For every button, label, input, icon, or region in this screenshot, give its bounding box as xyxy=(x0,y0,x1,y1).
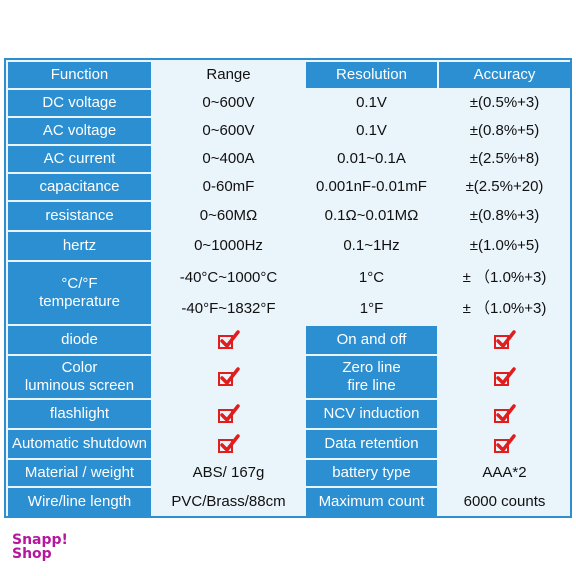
temperature-range-f: -40°F~1832°F xyxy=(153,293,304,324)
row-function: resistance xyxy=(8,202,151,230)
row-accuracy: ±(0.5%+3) xyxy=(439,90,570,116)
spec-material-label: Material / weight xyxy=(8,460,151,486)
temperature-accuracy-f: ± （1.0%+3) xyxy=(439,293,570,324)
spec-battery-label: battery type xyxy=(306,460,437,486)
row-resolution: 0.1~1Hz xyxy=(306,232,437,260)
row-accuracy: ±(1.0%+5) xyxy=(439,232,570,260)
row-accuracy: ±(2.5%+8) xyxy=(439,146,570,172)
temperature-resolution-c: 1°C xyxy=(306,262,437,293)
checkmark-icon xyxy=(439,430,570,458)
row-accuracy: ±(0.8%+3) xyxy=(439,202,570,230)
feature-ncv: NCV induction xyxy=(306,400,437,428)
feature-zero-line: Zero line fire line xyxy=(306,356,437,398)
feature-color-screen-line1: Color xyxy=(61,359,98,376)
row-resolution: 0.01~0.1A xyxy=(306,146,437,172)
checkmark-icon xyxy=(439,326,570,354)
temperature-label-line2: temperature xyxy=(39,293,120,310)
feature-on-off: On and off xyxy=(306,326,437,354)
row-function: hertz xyxy=(8,232,151,260)
row-accuracy: ±(0.8%+5) xyxy=(439,118,570,144)
row-range: 0~60MΩ xyxy=(153,202,304,230)
header-range: Range xyxy=(153,62,304,88)
brand-logo-line2: Shop xyxy=(12,546,52,562)
header-resolution: Resolution xyxy=(306,62,437,88)
brand-logo: Snapp! Shop xyxy=(12,533,68,561)
checkmark-icon xyxy=(153,430,304,458)
row-range: 0~600V xyxy=(153,90,304,116)
row-range: 0-60mF xyxy=(153,174,304,200)
checkmark-icon xyxy=(439,400,570,428)
temperature-label-line1: °C/°F xyxy=(61,275,98,292)
spec-wire-value: PVC/Brass/88cm xyxy=(153,488,304,516)
row-range: 0~600V xyxy=(153,118,304,144)
feature-color-screen: Color luminous screen xyxy=(8,356,151,398)
row-resolution: 0.001nF-0.01mF xyxy=(306,174,437,200)
checkmark-icon xyxy=(439,356,570,398)
row-resolution: 0.1V xyxy=(306,118,437,144)
row-function: AC voltage xyxy=(8,118,151,144)
spec-material-value: ABS/ 167g xyxy=(153,460,304,486)
temperature-accuracy-c: ± （1.0%+3) xyxy=(439,262,570,293)
row-resolution: 0.1V xyxy=(306,90,437,116)
header-accuracy: Accuracy xyxy=(439,62,570,88)
temperature-range-c: -40°C~1000°C xyxy=(153,262,304,293)
feature-color-screen-line2: luminous screen xyxy=(24,377,135,394)
temperature-resolution-f: 1°F xyxy=(306,293,437,324)
brand-logo-line1: Snapp! xyxy=(12,532,68,548)
row-function: AC current xyxy=(8,146,151,172)
row-accuracy: ±(2.5%+20) xyxy=(439,174,570,200)
spec-wire-label: Wire/line length xyxy=(8,488,151,516)
row-range: 0~1000Hz xyxy=(153,232,304,260)
spec-table: Function Range Resolution Accuracy DC vo… xyxy=(4,58,572,518)
feature-zero-line-line2: fire line xyxy=(347,377,396,394)
checkmark-icon xyxy=(153,326,304,354)
feature-flashlight: flashlight xyxy=(8,400,151,428)
feature-zero-line-line1: Zero line xyxy=(342,359,401,376)
checkmark-icon xyxy=(153,356,304,398)
spec-max-count-label: Maximum count xyxy=(306,488,437,516)
row-function: capacitance xyxy=(8,174,151,200)
row-function: DC voltage xyxy=(8,90,151,116)
feature-diode: diode xyxy=(8,326,151,354)
checkmark-icon xyxy=(153,400,304,428)
feature-data-retention: Data retention xyxy=(306,430,437,458)
spec-max-count-value: 6000 counts xyxy=(439,488,570,516)
feature-auto-shutdown: Automatic shutdown xyxy=(8,430,151,458)
row-range: 0~400A xyxy=(153,146,304,172)
spec-battery-value: AAA*2 xyxy=(439,460,570,486)
temperature-label: °C/°F temperature xyxy=(8,262,151,324)
header-function: Function xyxy=(8,62,151,88)
row-resolution: 0.1Ω~0.01MΩ xyxy=(306,202,437,230)
